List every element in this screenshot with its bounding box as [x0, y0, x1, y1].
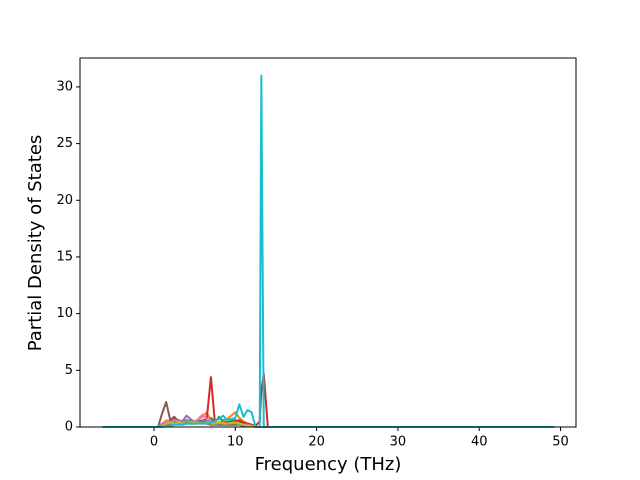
y-tick-label: 25 [56, 136, 73, 151]
x-tick-label: 40 [471, 435, 488, 450]
x-tick-label: 30 [390, 435, 407, 450]
y-tick-label: 20 [56, 193, 73, 208]
y-tick-label: 0 [65, 420, 73, 435]
x-tick-label: 0 [150, 435, 158, 450]
x-tick-label: 50 [552, 435, 569, 450]
axes-frame [79, 57, 577, 428]
x-axis-label: Frequency (THz) [255, 454, 402, 475]
x-tick-label: 10 [227, 435, 244, 450]
y-tick-label: 15 [56, 249, 73, 264]
y-axis-label: Partial Density of States [25, 135, 46, 352]
x-tick-label: 20 [308, 435, 325, 450]
y-tick-label: 5 [65, 363, 73, 378]
y-tick-label: 30 [56, 79, 73, 94]
series-line [102, 74, 555, 428]
y-tick-label: 10 [56, 306, 73, 321]
